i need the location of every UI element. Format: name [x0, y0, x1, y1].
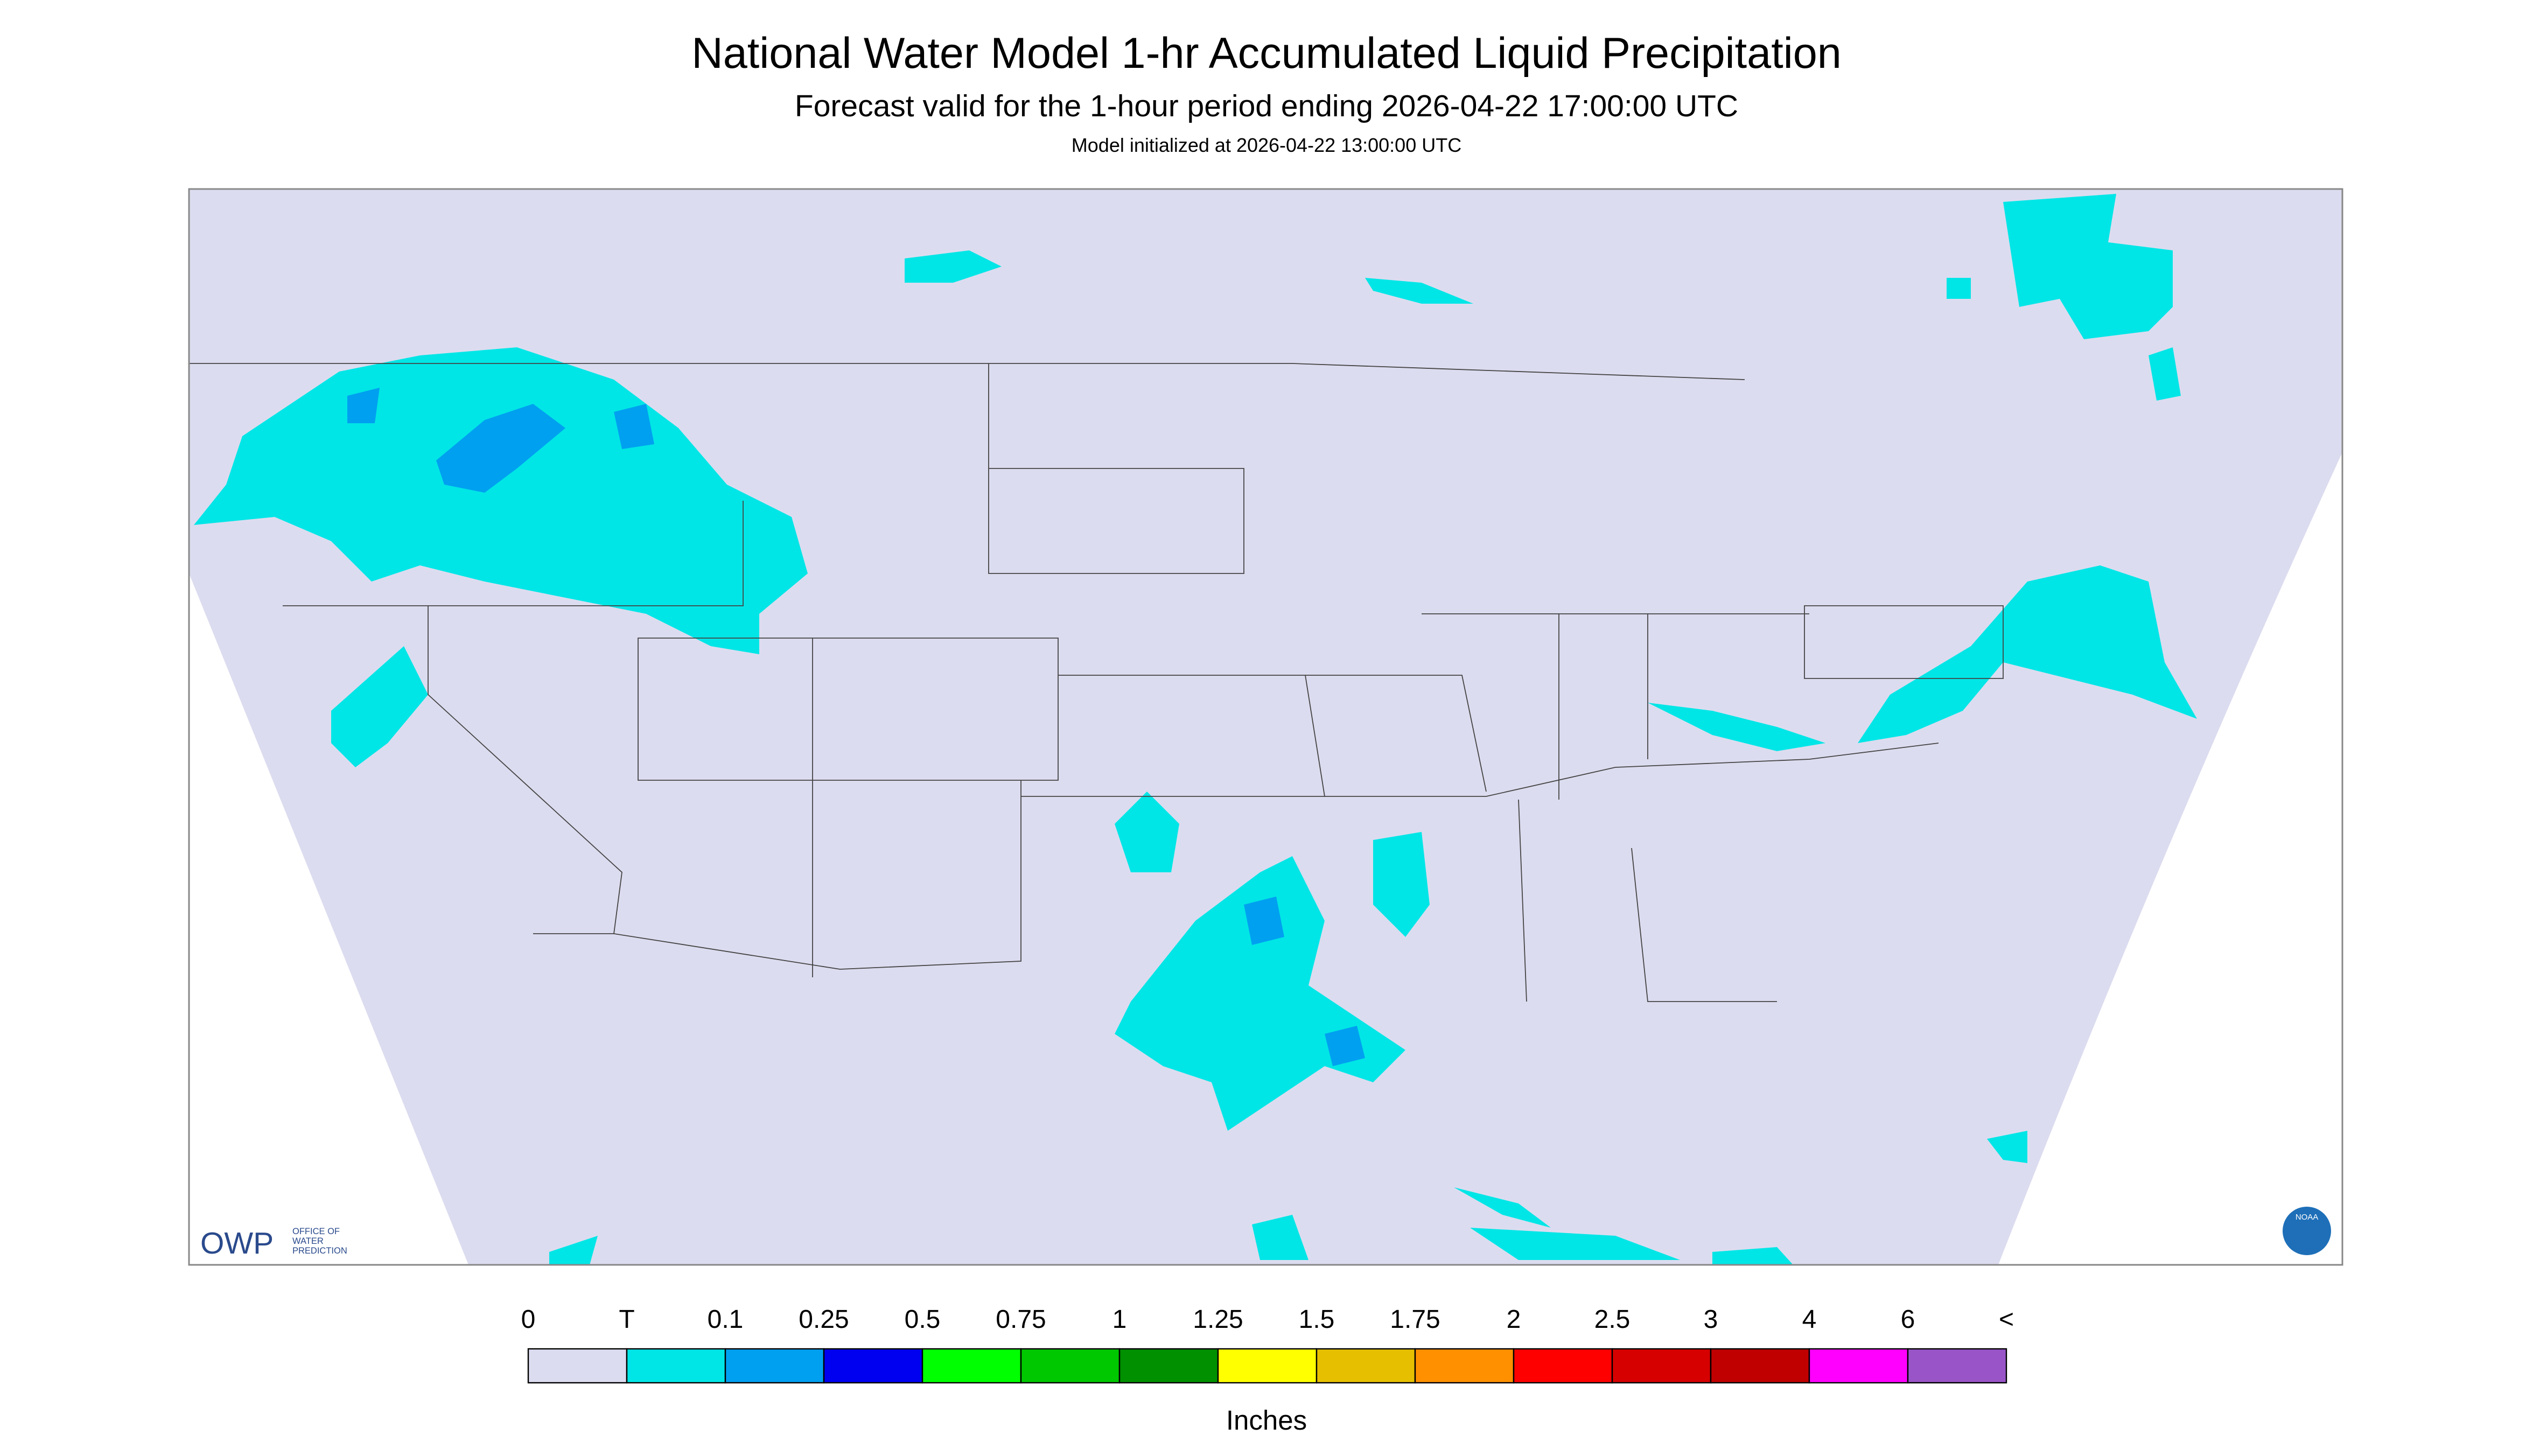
- legend-swatch: [527, 1348, 628, 1384]
- legend-swatch: [1414, 1348, 1515, 1384]
- noaa-logo-text: NOAA: [2296, 1213, 2319, 1222]
- legend-label: 4: [1802, 1305, 1817, 1334]
- legend-label: 1.5: [1299, 1305, 1335, 1334]
- legend-label: T: [619, 1305, 634, 1334]
- legend-label: 3: [1704, 1305, 1718, 1334]
- legend-swatch: [1611, 1348, 1712, 1384]
- legend-label: 1.75: [1390, 1305, 1440, 1334]
- legend-swatch: [1316, 1348, 1416, 1384]
- title: National Water Model 1-hr Accumulated Li…: [691, 29, 1842, 78]
- legend-label: 6: [1901, 1305, 1915, 1334]
- legend-swatch: [921, 1348, 1022, 1384]
- owp-logo-line: OFFICE OF: [292, 1227, 340, 1236]
- legend-label: 1: [1112, 1305, 1127, 1334]
- owp-logo: OWP: [200, 1226, 274, 1261]
- legend-label: <: [1999, 1305, 2014, 1334]
- precip-moderate: [347, 388, 1365, 1067]
- legend-label: 0.75: [996, 1305, 1046, 1334]
- legend-swatch: [1808, 1348, 1909, 1384]
- legend-swatch: [1513, 1348, 1613, 1384]
- boundaries: [189, 363, 2004, 1002]
- legend-unit: Inches: [1226, 1405, 1307, 1436]
- legend-swatch: [1907, 1348, 2007, 1384]
- init-time: Model initialized at 2026-04-22 13:00:00…: [1072, 134, 1461, 156]
- legend-label: 0: [521, 1305, 536, 1334]
- legend-swatch: [1710, 1348, 1810, 1384]
- legend-label: 1.25: [1193, 1305, 1243, 1334]
- owp-logo-line: PREDICTION: [292, 1246, 347, 1256]
- map-frame: [188, 188, 2343, 1266]
- legend-label: 2: [1507, 1305, 1521, 1334]
- owp-logo-line: WATER: [292, 1236, 324, 1246]
- legend-label: 0.25: [799, 1305, 849, 1334]
- precip-light: [194, 194, 2197, 1265]
- subtitle: Forecast valid for the 1-hour period end…: [795, 89, 1738, 123]
- legend-swatch: [724, 1348, 825, 1384]
- legend-label: 0.5: [905, 1305, 941, 1334]
- noaa-logo: [2283, 1207, 2331, 1256]
- legend-swatch: [1217, 1348, 1318, 1384]
- legend: Inches 0 T 0.1 0.25 0.5 0.75 1 1.25 1.5 1.75 2 2.5 3…: [521, 1305, 2014, 1436]
- legend-label: 2.5: [1594, 1305, 1631, 1334]
- legend-swatch: [1118, 1348, 1219, 1384]
- legend-swatch: [1020, 1348, 1121, 1384]
- legend-label: 0.1: [708, 1305, 744, 1334]
- legend-swatch: [823, 1348, 923, 1384]
- legend-swatch: [626, 1348, 726, 1384]
- model-domain: [189, 189, 2342, 1265]
